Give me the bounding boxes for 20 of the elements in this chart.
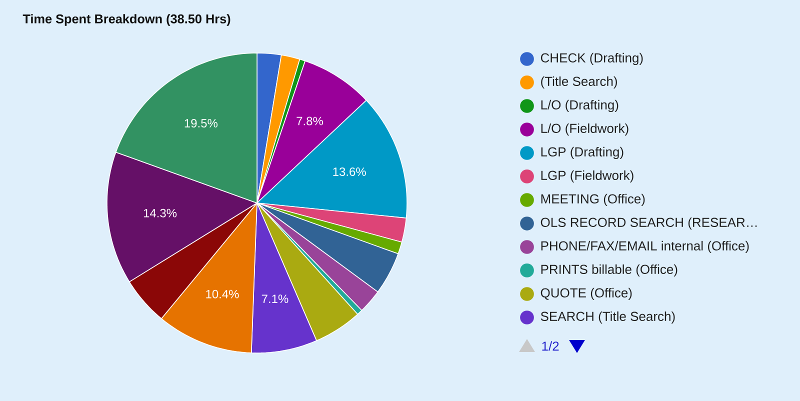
- legend-label: PRINTS billable (Office): [541, 264, 678, 277]
- legend-label: MEETING (Office): [541, 194, 645, 206]
- legend-label: SEARCH (Title Search): [540, 311, 675, 324]
- legend-label: QUOTE (Office): [540, 288, 632, 300]
- legend-label: CHECK (Drafting): [540, 52, 643, 66]
- data-label: 7.1%: [262, 294, 288, 304]
- legend-label: OLS RECORD SEARCH (RESEAR…: [540, 217, 757, 230]
- data-label: 14.3%: [144, 208, 177, 218]
- data-label: 13.6%: [333, 167, 366, 176]
- chart-title: Time Spent Breakdown (38.50 Hrs): [22, 14, 230, 26]
- legend-label: LGP (Fieldwork): [541, 170, 634, 183]
- text: 1/2: [542, 341, 559, 351]
- legend-label: (Title Search): [541, 76, 617, 89]
- data-label: 19.5%: [184, 118, 218, 128]
- legend-label: L/O (Fieldwork): [541, 123, 628, 136]
- legend-label: PHONE/FAX/EMAIL internal (Office): [541, 240, 749, 254]
- legend-label: LGP (Drafting): [541, 146, 624, 160]
- data-label: 7.8%: [296, 116, 324, 126]
- data-label: 10.4%: [206, 290, 239, 298]
- legend-label: L/O (Drafting): [541, 100, 618, 112]
